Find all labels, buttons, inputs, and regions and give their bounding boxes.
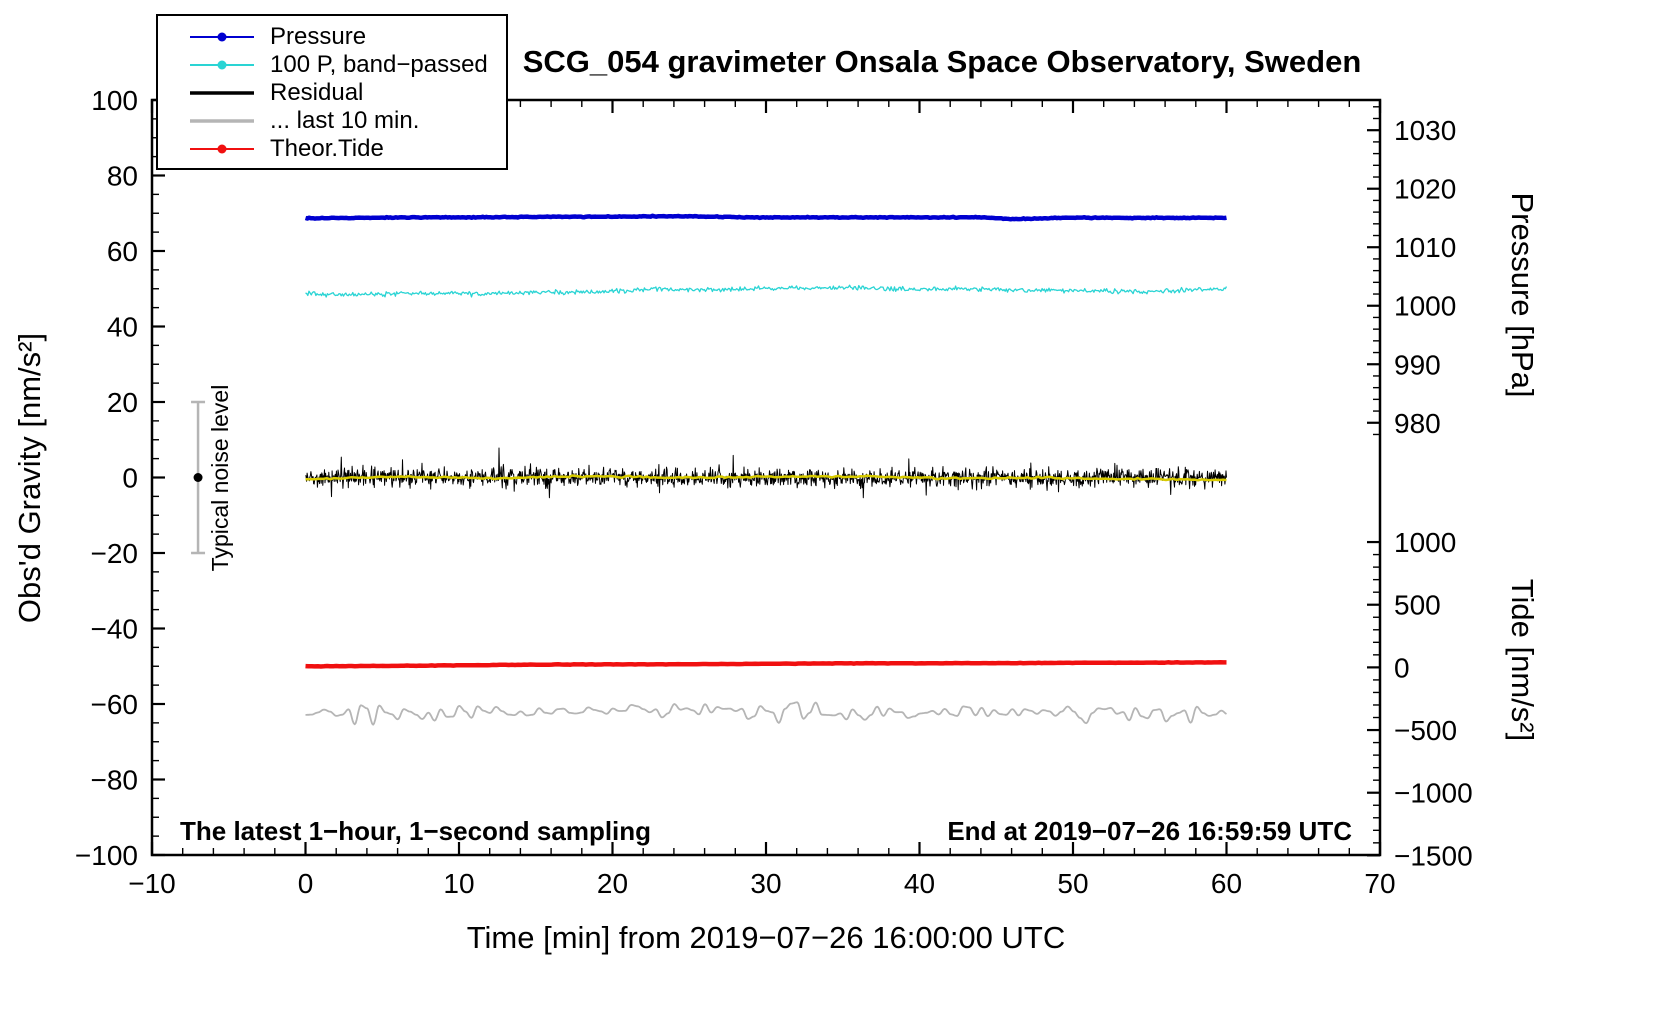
series-residual-running-mean bbox=[305, 474, 1227, 482]
y-tick-label: 20 bbox=[107, 387, 138, 418]
y-tick-label: 100 bbox=[91, 85, 138, 116]
tide-tick-label: −500 bbox=[1394, 715, 1457, 746]
y-tick-label: −20 bbox=[91, 538, 139, 569]
series-theor-tide bbox=[305, 660, 1227, 669]
tide-tick-label: −1500 bbox=[1394, 840, 1473, 871]
legend-item: 100 P, band−passed bbox=[186, 51, 506, 79]
noise-level-label: Typical noise level bbox=[207, 385, 233, 572]
y-tick-label: −60 bbox=[91, 689, 139, 720]
legend-sample-residual bbox=[190, 91, 254, 95]
series-residual bbox=[305, 447, 1227, 499]
noise-marker-dot bbox=[193, 473, 203, 482]
series-pressure bbox=[304, 213, 1227, 222]
legend-item: Residual bbox=[186, 79, 506, 107]
legend-item: ... last 10 min. bbox=[186, 107, 506, 135]
y-tick-label: 60 bbox=[107, 236, 138, 267]
y-tick-label: −100 bbox=[75, 840, 138, 871]
pressure-tick-label: 980 bbox=[1394, 408, 1441, 439]
series-100-p-band-passed bbox=[305, 284, 1228, 298]
pressure-tick-label: 1000 bbox=[1394, 291, 1456, 322]
y-tick-label: 40 bbox=[107, 312, 138, 343]
pressure-tick-label: 1020 bbox=[1394, 174, 1456, 205]
legend-sample-last-10-min bbox=[190, 119, 254, 123]
y-axis-label-pressure: Pressure [hPa] bbox=[1505, 192, 1540, 397]
x-tick-label: 10 bbox=[443, 868, 474, 899]
x-tick-label: 60 bbox=[1211, 868, 1242, 899]
series-last-10-min bbox=[305, 701, 1227, 726]
legend: Pressure 100 P, band−passed Residual... la… bbox=[156, 14, 508, 170]
y-tick-label: 80 bbox=[107, 161, 138, 192]
pressure-tick-label: 1010 bbox=[1394, 232, 1456, 263]
legend-sample-pressure bbox=[190, 32, 254, 42]
annotation-sampling: The latest 1−hour, 1−second sampling bbox=[180, 816, 651, 846]
x-tick-label: 30 bbox=[750, 868, 781, 899]
tide-tick-label: 500 bbox=[1394, 590, 1441, 621]
tide-tick-label: 1000 bbox=[1394, 527, 1456, 558]
legend-sample-100-p-band-passed bbox=[190, 60, 254, 70]
x-tick-label: 40 bbox=[904, 868, 935, 899]
tide-tick-label: −1000 bbox=[1394, 778, 1473, 809]
y-axis-label-tide: Tide [nm/s²] bbox=[1505, 579, 1540, 742]
legend-label: Theor.Tide bbox=[270, 135, 384, 162]
pressure-tick-label: 1030 bbox=[1394, 115, 1456, 146]
legend-label: Residual bbox=[270, 79, 364, 106]
legend-label: Pressure bbox=[270, 23, 367, 50]
x-tick-label: −10 bbox=[128, 868, 176, 899]
chart-title: SCG_054 gravimeter Onsala Space Observat… bbox=[523, 44, 1362, 79]
x-tick-label: 70 bbox=[1364, 868, 1395, 899]
legend-label: ... last 10 min. bbox=[270, 107, 420, 134]
x-axis-label: Time [min] from 2019−07−26 16:00:00 UTC bbox=[467, 920, 1066, 955]
annotation-end-time: End at 2019−07−26 16:59:59 UTC bbox=[947, 816, 1352, 846]
y-axis-label-gravity: Obs'd Gravity [nm/s²] bbox=[12, 333, 47, 623]
legend-item: Pressure bbox=[186, 23, 506, 51]
x-tick-label: 0 bbox=[298, 868, 314, 899]
y-tick-label: −40 bbox=[91, 614, 139, 645]
x-tick-label: 50 bbox=[1057, 868, 1088, 899]
legend-item: Theor.Tide bbox=[186, 135, 506, 163]
legend-sample-theor-tide bbox=[190, 144, 254, 154]
legend-label: 100 P, band−passed bbox=[270, 51, 488, 78]
tide-tick-label: 0 bbox=[1394, 652, 1410, 683]
x-tick-label: 20 bbox=[597, 868, 628, 899]
pressure-tick-label: 990 bbox=[1394, 349, 1441, 380]
y-tick-label: 0 bbox=[122, 463, 138, 494]
y-tick-label: −80 bbox=[91, 765, 139, 796]
